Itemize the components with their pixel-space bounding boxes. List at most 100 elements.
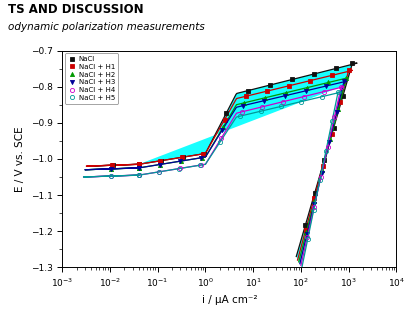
NaCl + H1: [346, 68, 351, 72]
NaCl + H4: [305, 235, 310, 239]
Text: TS AND DISCUSSION: TS AND DISCUSSION: [8, 3, 144, 16]
NaCl + H4: [239, 110, 244, 114]
NaCl + H1: [286, 84, 291, 88]
NaCl: [180, 155, 185, 159]
NaCl: [110, 163, 116, 167]
NaCl + H4: [136, 173, 141, 177]
NaCl: [136, 163, 141, 166]
NaCl + H1: [265, 89, 270, 93]
Y-axis label: E / V vs. SCE: E / V vs. SCE: [15, 126, 25, 192]
NaCl + H2: [305, 86, 310, 90]
Line: NaCl + H1: NaCl + H1: [110, 68, 351, 232]
NaCl + H5: [319, 95, 324, 99]
NaCl + H3: [241, 104, 246, 108]
NaCl + H5: [177, 167, 182, 171]
NaCl + H4: [318, 175, 323, 179]
NaCl + H5: [311, 208, 316, 212]
NaCl: [246, 89, 251, 92]
NaCl + H4: [339, 85, 344, 89]
NaCl + H2: [344, 76, 349, 80]
NaCl + H3: [327, 140, 332, 144]
NaCl + H3: [282, 94, 287, 98]
NaCl + H5: [218, 140, 223, 144]
NaCl + H2: [200, 156, 205, 160]
NaCl + H1: [329, 74, 334, 77]
NaCl + H2: [262, 96, 268, 100]
NaCl + H3: [324, 84, 329, 88]
NaCl + H5: [318, 178, 323, 182]
NaCl + H2: [328, 138, 333, 141]
Line: NaCl + H2: NaCl + H2: [109, 76, 349, 234]
NaCl: [350, 61, 355, 65]
Line: NaCl + H3: NaCl + H3: [109, 79, 346, 236]
NaCl + H1: [179, 156, 184, 159]
NaCl: [158, 159, 163, 163]
NaCl + H4: [312, 205, 317, 209]
NaCl + H3: [136, 166, 141, 170]
NaCl + H5: [336, 90, 341, 94]
NaCl + H2: [326, 81, 331, 84]
Legend: NaCl, NaCl + H1, NaCl + H2, NaCl + H3, NaCl + H4, NaCl + H5: NaCl, NaCl + H1, NaCl + H2, NaCl + H3, N…: [65, 53, 118, 103]
X-axis label: i / μA cm⁻²: i / μA cm⁻²: [202, 295, 257, 305]
NaCl + H1: [158, 159, 163, 163]
NaCl + H4: [136, 173, 141, 177]
NaCl + H1: [312, 196, 317, 200]
NaCl + H1: [338, 100, 343, 104]
NaCl + H2: [157, 163, 162, 166]
NaCl + H4: [108, 174, 113, 178]
NaCl + H3: [319, 171, 324, 175]
NaCl + H3: [199, 156, 204, 160]
NaCl + H4: [157, 170, 162, 174]
NaCl + H3: [109, 167, 114, 171]
NaCl + H1: [329, 132, 334, 136]
NaCl: [331, 126, 336, 130]
NaCl + H1: [109, 163, 114, 167]
Line: NaCl + H5: NaCl + H5: [108, 90, 340, 241]
NaCl + H1: [200, 152, 205, 156]
NaCl + H5: [329, 120, 334, 124]
NaCl + H5: [136, 173, 141, 177]
NaCl + H3: [136, 166, 141, 170]
Line: NaCl + H4: NaCl + H4: [108, 84, 343, 239]
NaCl + H2: [136, 166, 141, 170]
NaCl + H5: [278, 104, 284, 108]
NaCl + H3: [261, 99, 266, 103]
NaCl + H4: [281, 100, 286, 104]
NaCl: [290, 77, 295, 81]
NaCl + H2: [109, 167, 114, 171]
NaCl + H3: [334, 110, 339, 114]
NaCl + H3: [303, 89, 308, 93]
NaCl: [341, 94, 346, 98]
NaCl: [202, 152, 207, 156]
NaCl + H1: [303, 228, 308, 231]
Line: NaCl: NaCl: [111, 61, 354, 228]
NaCl + H2: [220, 125, 226, 129]
NaCl + H1: [320, 164, 326, 168]
Text: odynamic polarization measurements: odynamic polarization measurements: [8, 22, 205, 32]
NaCl + H3: [220, 128, 225, 132]
NaCl: [312, 72, 317, 76]
NaCl + H3: [157, 163, 162, 166]
NaCl + H5: [238, 114, 243, 118]
NaCl + H5: [258, 109, 263, 113]
NaCl + H5: [108, 174, 113, 178]
NaCl: [333, 67, 339, 70]
NaCl + H3: [312, 202, 317, 206]
NaCl + H2: [284, 91, 289, 95]
NaCl + H1: [136, 163, 141, 166]
NaCl + H4: [325, 145, 330, 148]
NaCl + H2: [136, 166, 141, 170]
NaCl + H2: [320, 168, 325, 172]
NaCl + H2: [336, 107, 341, 110]
NaCl + H2: [312, 199, 317, 203]
NaCl + H1: [308, 79, 313, 83]
NaCl + H3: [178, 159, 183, 163]
NaCl + H5: [299, 100, 304, 103]
Polygon shape: [139, 63, 357, 266]
NaCl + H3: [304, 232, 310, 236]
NaCl + H4: [260, 105, 265, 109]
NaCl + H3: [341, 79, 346, 83]
NaCl + H2: [178, 159, 184, 163]
NaCl + H5: [323, 149, 328, 153]
NaCl + H4: [219, 137, 224, 140]
